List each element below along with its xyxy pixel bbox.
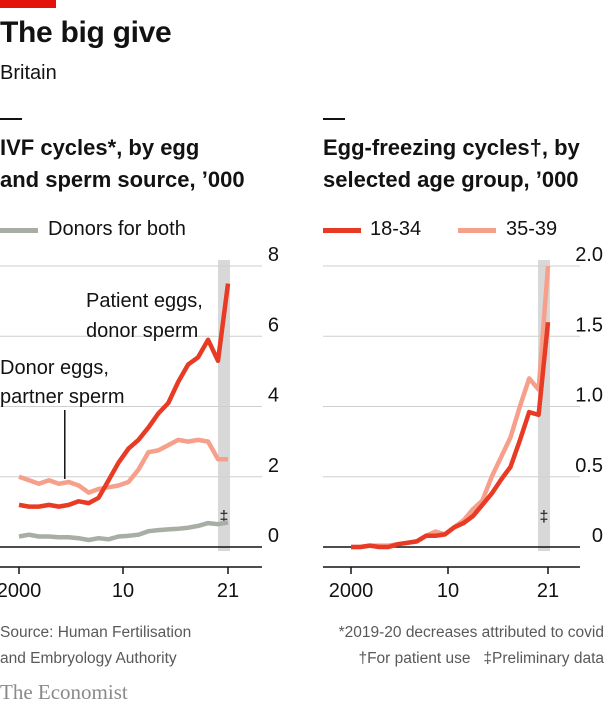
left-chart-title: IVF cycles*, by egg and sperm source, ’0… — [0, 132, 245, 196]
left-y-tick-label: 6 — [268, 314, 279, 336]
left-y-tick-label: 8 — [268, 244, 279, 266]
left-preliminary-marker: ‡ — [220, 509, 229, 526]
economist-logo: The Economist — [0, 680, 128, 704]
annotation-donor-eggs-line-1: Donor eggs, — [0, 357, 109, 379]
left-series-line-0 — [18, 520, 229, 543]
annotation-patient-eggs: Patient eggs, donor sperm — [86, 286, 203, 346]
left-x-tick-label: 21 — [217, 580, 239, 602]
source-line-1: Source: Human Fertilisation — [0, 624, 192, 641]
left-y-tick-label: 0 — [268, 525, 279, 547]
left-chart-title-line-1: IVF cycles*, by egg — [0, 135, 200, 160]
source-note: Source: Human Fertilisation and Embryolo… — [0, 620, 191, 672]
annotation-donor-eggs-line-2: partner sperm — [0, 386, 125, 408]
left-series-line-2 — [18, 283, 231, 509]
right-series-line-1 — [351, 321, 551, 550]
footnotes: *2019-20 decreases attributed to covid †… — [339, 620, 604, 672]
left-chart-rule — [0, 118, 22, 120]
source-line-2: and Embryology Authority — [0, 650, 177, 667]
footnote-symbols: †For patient use ‡Preliminary data — [339, 646, 604, 672]
legend-swatch-18-34 — [323, 228, 361, 233]
annotation-patient-eggs-line-2: donor sperm — [86, 320, 199, 342]
legend-swatch-donors-for-both — [0, 228, 38, 233]
right-y-tick-label: 0.5 — [575, 455, 603, 477]
right-y-tick-label: 0 — [592, 525, 603, 547]
right-chart-title-line-1: Egg-freezing cycles†, by — [323, 135, 580, 160]
left-series-line-1 — [18, 437, 228, 495]
annotation-donor-eggs: Donor eggs, partner sperm — [0, 354, 125, 412]
left-x-tick-label: 10 — [112, 580, 134, 602]
right-chart-rule — [323, 118, 345, 120]
left-y-tick-label: 2 — [268, 455, 279, 477]
right-chart-title: Egg-freezing cycles†, by selected age gr… — [323, 132, 580, 196]
right-chart-title-line-2: selected age group, ’000 — [323, 167, 579, 192]
footnote-patient-use: †For patient use — [358, 650, 471, 667]
annotation-patient-eggs-line-1: Patient eggs, — [86, 290, 203, 312]
legend-label-donors-for-both: Donors for both — [48, 218, 186, 240]
left-chart-title-line-2: and sperm source, ’000 — [0, 167, 245, 192]
left-y-tick-label: 4 — [268, 385, 279, 407]
right-x-tick-label: 21 — [537, 580, 559, 602]
footnote-covid: *2019-20 decreases attributed to covid — [338, 624, 604, 641]
footnote-preliminary: ‡Preliminary data — [483, 650, 604, 667]
legend-label-18-34: 18-34 — [370, 218, 422, 240]
page-title: The big give — [0, 16, 172, 49]
brand-red-bar — [0, 0, 56, 8]
right-y-tick-label: 1.0 — [575, 385, 603, 407]
left-x-tick-label: 2000 — [0, 580, 41, 602]
right-preliminary-marker: ‡ — [540, 509, 549, 526]
right-y-tick-label: 2.0 — [575, 244, 603, 266]
legend-label-35-39: 35-39 — [506, 218, 558, 240]
right-x-tick-label: 10 — [437, 580, 459, 602]
right-y-tick-label: 1.5 — [575, 314, 603, 336]
right-x-tick-label: 2000 — [329, 580, 374, 602]
legend-swatch-35-39 — [458, 228, 496, 233]
page-subtitle: Britain — [0, 62, 57, 84]
